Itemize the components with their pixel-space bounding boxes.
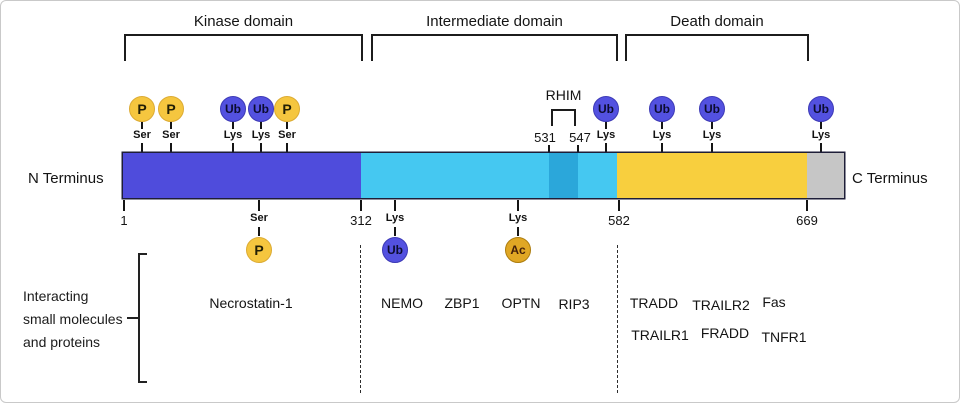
rhim-label: RHIM — [545, 87, 582, 103]
interactor-label: RIP3 — [558, 296, 590, 312]
mark-stem — [661, 122, 663, 129]
mark-tick — [605, 143, 607, 154]
residue-label: Lys — [702, 129, 722, 141]
residue-label: Ser — [133, 129, 151, 141]
mark-tick — [260, 143, 262, 154]
domain-bracket — [371, 34, 618, 61]
interactor-label: FRADD — [700, 325, 750, 341]
mark-stem — [711, 122, 713, 129]
interactor-label: ZBP1 — [444, 295, 480, 311]
domain-bracket — [124, 34, 363, 61]
residue-label: Lys — [251, 129, 271, 141]
residue-label: Ser — [278, 129, 296, 141]
interactor-label: OPTN — [501, 295, 541, 311]
acetylation-icon: Ac — [505, 237, 531, 263]
phosphorylation-icon: P — [246, 237, 272, 263]
segment-rhim — [549, 153, 578, 198]
ubiquitination-icon: Ub — [220, 96, 246, 122]
phosphorylation-icon: P — [129, 96, 155, 122]
ubiquitination-icon: Ub — [649, 96, 675, 122]
mark-tick — [517, 199, 519, 211]
domain-label: Intermediate domain — [426, 13, 563, 30]
residue-label: Lys — [596, 129, 616, 141]
mark-stem — [170, 122, 172, 129]
mark-tick — [258, 199, 260, 211]
boundary-label: 1 — [120, 213, 128, 228]
interactor-label: TRADD — [629, 295, 679, 311]
mark-stem — [394, 227, 396, 236]
interactor-label: Necrostatin-1 — [209, 295, 293, 311]
interactor-label: TRAILR1 — [631, 327, 689, 343]
mark-stem — [517, 227, 519, 236]
mark-tick — [394, 199, 396, 211]
ubiquitination-icon: Ub — [699, 96, 725, 122]
mark-tick — [661, 143, 663, 154]
boundary-tick — [806, 199, 808, 211]
mark-tick — [711, 143, 713, 154]
rhim-start-tick — [548, 145, 550, 154]
mark-tick — [141, 143, 143, 154]
residue-label: Ser — [162, 129, 180, 141]
segment-death-domain — [617, 153, 807, 198]
interactor-label: TNFR1 — [761, 329, 807, 345]
interacting-caption-line: Interacting — [23, 288, 89, 304]
ubiquitination-icon: Ub — [248, 96, 274, 122]
segment-c-terminal-tail — [807, 153, 844, 198]
boundary-tick — [360, 199, 362, 211]
ubiquitination-icon: Ub — [382, 237, 408, 263]
mark-tick — [820, 143, 822, 154]
boundary-tick — [123, 199, 125, 211]
boundary-label: 582 — [608, 213, 630, 228]
boundary-tick — [618, 199, 620, 211]
interactor-label: NEMO — [381, 295, 423, 311]
residue-label: Lys — [811, 129, 831, 141]
mark-stem — [605, 122, 607, 129]
section-separator — [360, 245, 361, 393]
segment-intermediate-domain — [361, 153, 617, 198]
n-terminus-label: N Terminus — [28, 170, 104, 187]
residue-label: Lys — [508, 212, 528, 224]
rhim-start-position: 531 — [534, 130, 556, 145]
mark-stem — [141, 122, 143, 129]
residue-label: Ser — [250, 212, 268, 224]
residue-label: Lys — [385, 212, 405, 224]
phosphorylation-icon: P — [274, 96, 300, 122]
interactor-label: Fas — [762, 294, 786, 310]
rhim-bracket — [551, 109, 576, 126]
boundary-label: 312 — [350, 213, 372, 228]
segment-kinase-domain — [123, 153, 361, 198]
phosphorylation-icon: P — [158, 96, 184, 122]
boundary-label: 669 — [796, 213, 818, 228]
residue-label: Lys — [652, 129, 672, 141]
interactors-bracket — [138, 253, 147, 383]
residue-label: Lys — [223, 129, 243, 141]
mark-tick — [286, 143, 288, 154]
ubiquitination-icon: Ub — [593, 96, 619, 122]
mark-tick — [170, 143, 172, 154]
rhim-end-position: 547 — [569, 130, 591, 145]
rhim-end-tick — [577, 145, 579, 154]
mark-stem — [232, 122, 234, 129]
c-terminus-label: C Terminus — [852, 170, 928, 187]
section-separator — [617, 245, 618, 393]
protein-bar — [123, 153, 844, 198]
mark-tick — [232, 143, 234, 154]
domain-label: Kinase domain — [193, 13, 294, 30]
domain-label: Death domain — [670, 13, 764, 30]
mark-stem — [258, 227, 260, 236]
mark-stem — [260, 122, 262, 129]
interactors-bracket-connector — [127, 317, 138, 319]
mark-stem — [286, 122, 288, 129]
ubiquitination-icon: Ub — [808, 96, 834, 122]
mark-stem — [820, 122, 822, 129]
interactor-label: TRAILR2 — [692, 297, 750, 313]
interacting-caption-line: small molecules — [23, 311, 123, 327]
domain-bracket — [625, 34, 809, 61]
interacting-caption-line: and proteins — [23, 334, 101, 350]
